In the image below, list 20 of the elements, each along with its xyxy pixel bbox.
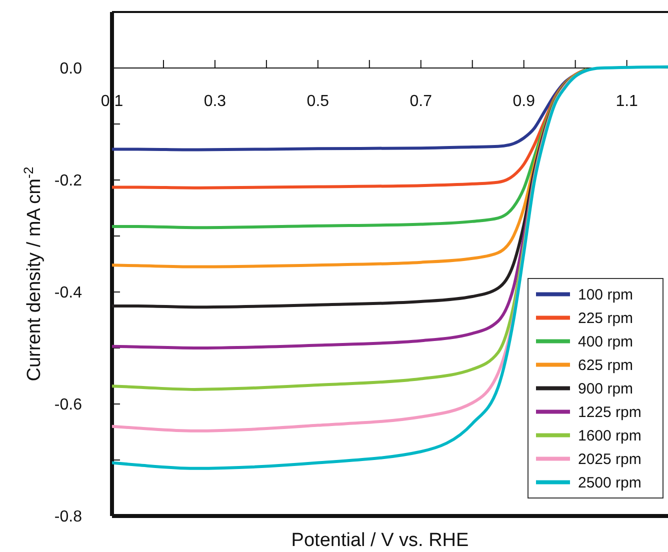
legend-label: 2025 rpm <box>578 451 642 468</box>
x-tick-label: 0.9 <box>512 93 536 110</box>
y-tick-label: 0.0 <box>60 60 82 78</box>
y-tick-label: -0.2 <box>54 172 82 190</box>
y-tick-label: -0.6 <box>54 396 82 414</box>
legend-label: 100 rpm <box>578 286 634 304</box>
legend-label: 225 rpm <box>578 310 634 327</box>
legend-label: 2500 rpm <box>578 474 642 492</box>
legend-label: 1225 rpm <box>578 404 642 421</box>
x-tick-label: 0.5 <box>306 93 330 110</box>
legend-label: 625 rpm <box>578 357 634 374</box>
legend-label: 1600 rpm <box>578 428 642 444</box>
x-tick-label: 0.3 <box>204 93 226 110</box>
y-tick-label: -0.4 <box>54 284 82 302</box>
x-tick-label: 0.7 <box>410 93 432 110</box>
x-tick-label: 1.1 <box>616 93 638 110</box>
legend-label: 900 rpm <box>578 380 634 398</box>
x-axis-title: Potential / V vs. RHE <box>291 530 469 551</box>
legend-label: 400 rpm <box>578 334 634 350</box>
y-tick-label: -0.8 <box>54 508 82 526</box>
